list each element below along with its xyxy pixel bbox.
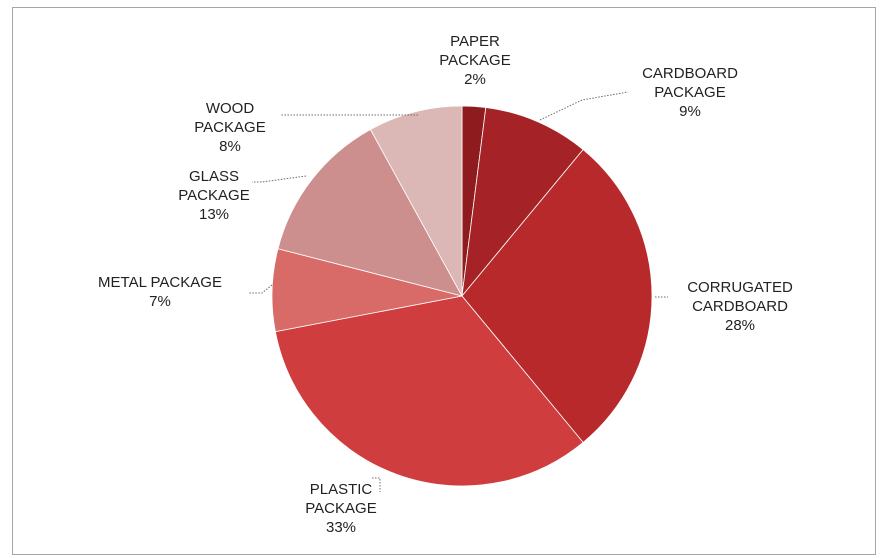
slice-label-line: CARDBOARD [642, 65, 738, 82]
slice-label-cardboard-package: CARDBOARD PACKAGE 9% [642, 65, 738, 120]
slice-label-line: PACKAGE [194, 119, 265, 136]
leader-line-glass-package [252, 175, 307, 183]
slice-label-line: CORRUGATED [687, 279, 793, 296]
leader-lines [248, 91, 668, 492]
slice-label-metal-package: METAL PACKAGE 7% [98, 274, 222, 310]
slice-percent: 33% [326, 519, 356, 536]
slice-label-glass-package: GLASS PACKAGE 13% [178, 168, 249, 223]
slice-label-line: PACKAGE [305, 500, 376, 517]
slice-label-line: PLASTIC [310, 481, 373, 498]
slice-percent: 9% [679, 103, 701, 120]
slice-label-line: GLASS [189, 168, 239, 185]
pie-slice-corrugated-cardboard [461, 149, 653, 443]
slice-percent: 7% [149, 293, 171, 310]
slice-percent: 13% [199, 206, 229, 223]
slice-label-paper-package: PAPER PACKAGE 2% [439, 33, 510, 88]
leader-line-plastic-package [372, 477, 381, 492]
leader-line-metal-package [248, 284, 273, 294]
slice-label-line: CARDBOARD [692, 298, 788, 315]
pie-slice-glass-package [277, 128, 463, 297]
slice-label-wood-package: WOOD PACKAGE 8% [194, 100, 265, 155]
slice-label-line: PACKAGE [439, 52, 510, 69]
pie-slice-plastic-package [274, 295, 584, 487]
slice-percent: 2% [464, 71, 486, 88]
slice-percent: 28% [725, 317, 755, 334]
pie-slice-cardboard-package [461, 107, 584, 298]
slice-label-line: WOOD [206, 100, 254, 117]
slice-label-line: METAL PACKAGE [98, 274, 222, 291]
slice-label-plastic-package: PLASTIC PACKAGE 33% [305, 481, 376, 536]
leader-line-cardboard-package [539, 91, 629, 121]
slice-percent: 8% [219, 138, 241, 155]
slice-labels: PAPER PACKAGE 2% CARDBOARD PACKAGE 9% CORRUGAT… [98, 33, 793, 536]
slice-label-corrugated-cardboard: CORRUGATED CARDBOARD 28% [687, 279, 793, 334]
pie-slices [271, 105, 653, 487]
slice-label-line: PACKAGE [654, 84, 725, 101]
slice-label-line: PAPER [450, 33, 500, 50]
pie-slice-wood-package [369, 105, 463, 297]
slice-label-line: PACKAGE [178, 187, 249, 204]
